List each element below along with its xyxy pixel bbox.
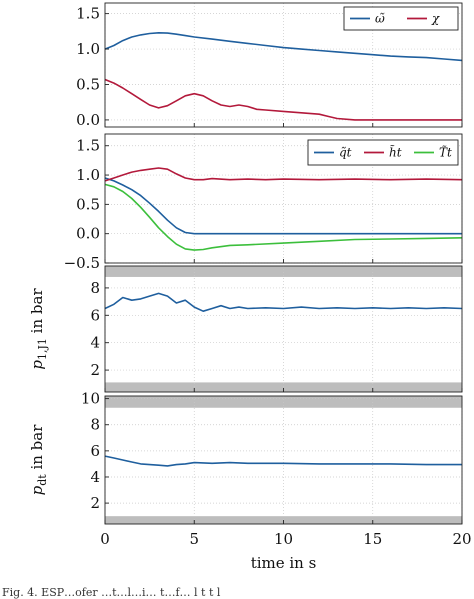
y-tick-label: 4: [90, 334, 100, 352]
limit-band-2: [105, 396, 462, 408]
x-tick-label: 20: [452, 530, 471, 548]
panel-3: 2 4 6 8 p1,J1 in bar: [28, 265, 463, 393]
y-tick-label: 0.5: [76, 75, 100, 93]
y-tick-label: 0.0: [76, 111, 100, 129]
limit-band-2: [105, 266, 462, 277]
series-line-1: [104, 292, 463, 313]
y-tick-label: −0.5: [64, 254, 100, 272]
y-tick-label: 1.0: [76, 166, 100, 184]
series-line-2: [104, 78, 462, 121]
panel-1: 0.0 0.5 1.0 1.5 ω̃ χ: [76, 2, 463, 129]
y-tick-label: 8: [90, 279, 100, 297]
y-tick-label: 2: [90, 494, 100, 512]
series-line-2: [104, 167, 463, 182]
legend-label-3: T̃t: [439, 144, 452, 159]
y-tick-label: 4: [90, 468, 100, 486]
y-tick-label: 6: [90, 306, 100, 324]
figure-caption: Fig. 4. ESP…ofer …t…l…i… t…f… l t t l: [2, 586, 221, 599]
y-tick-label: 2: [90, 361, 100, 379]
y-axis-title: p1,J1 in bar: [28, 288, 49, 370]
x-tick-label: 10: [274, 530, 293, 548]
x-axis-title: time in s: [251, 554, 317, 572]
legend-label-1: q̃t: [339, 146, 352, 160]
y-tick-label: 0.0: [76, 225, 100, 243]
y-tick-label: 6: [90, 442, 100, 460]
y-tick-label: 8: [90, 416, 100, 434]
legend: q̃t h̃t T̃t: [307, 139, 459, 166]
legend: ω̃ χ: [343, 6, 459, 31]
limit-band-1: [105, 382, 462, 392]
panel-4: 2 4 6 8 10 0 5 10 15 20 time in s pdt in bar: [28, 390, 472, 572]
y-tick-label: 10: [81, 390, 100, 408]
legend-label-2: χ: [431, 12, 440, 26]
legend-label-2: h̃t: [389, 144, 402, 160]
y-axis-title: pdt in bar: [28, 424, 49, 496]
series-line-1: [104, 31, 463, 62]
legend-box: [343, 6, 459, 31]
y-tick-label: 1.0: [76, 40, 100, 58]
y-tick-label: 0.5: [76, 195, 100, 213]
x-tick-label: 5: [189, 530, 199, 548]
x-tick-label: 0: [100, 530, 110, 548]
y-tick-label: 1.5: [76, 5, 100, 23]
x-tick-label: 15: [363, 530, 382, 548]
series-line-1: [104, 455, 462, 467]
series-line-3: [104, 183, 463, 251]
series-line-1: [104, 177, 462, 235]
legend-label-1: ω̃: [375, 12, 385, 26]
panel-2: −0.5 0.0 0.5 1.0 1.5 q̃t h̃t T̃t: [64, 133, 463, 272]
y-tick-label: 1.5: [76, 137, 100, 155]
